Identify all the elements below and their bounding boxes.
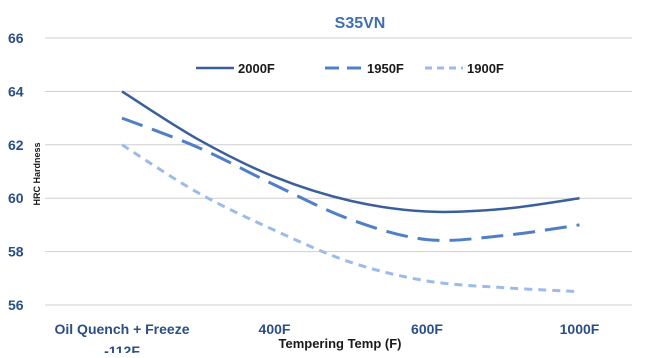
series-line-2000F — [121, 90, 580, 214]
x-axis-label: Tempering Temp (F) — [278, 336, 401, 351]
series-line-1900F — [121, 143, 580, 294]
x-tick-label: 400F — [259, 321, 291, 337]
legend-label: 1950F — [367, 61, 404, 76]
legend-label: 2000F — [238, 61, 275, 76]
x-tick-label: 1000F — [560, 321, 600, 337]
series-line-1950F — [121, 116, 580, 242]
y-tick-label: 62 — [8, 137, 24, 153]
y-tick-label: 58 — [8, 244, 24, 260]
chart-title: S35VN — [335, 15, 386, 32]
x-tick-label: 600F — [411, 321, 443, 337]
legend: 2000F 1950F 1900F — [196, 61, 504, 76]
y-tick-label: 60 — [8, 190, 24, 206]
y-axis-label: HRC Hardness — [32, 142, 42, 205]
gridlines — [45, 37, 632, 306]
series-lines — [121, 90, 580, 294]
y-tick-label: 56 — [8, 297, 24, 313]
x-axis-ticks: Oil Quench + Freeze -112F 400F 600F 1000F — [55, 321, 600, 358]
x-tick-label: Oil Quench + Freeze — [55, 321, 190, 337]
y-tick-label: 64 — [8, 83, 24, 99]
y-axis-ticks: 56 58 60 62 64 66 — [8, 30, 24, 313]
y-tick-label: 66 — [8, 30, 24, 46]
x-tick-label-line2: -112F — [104, 343, 140, 353]
legend-label: 1900F — [467, 61, 504, 76]
